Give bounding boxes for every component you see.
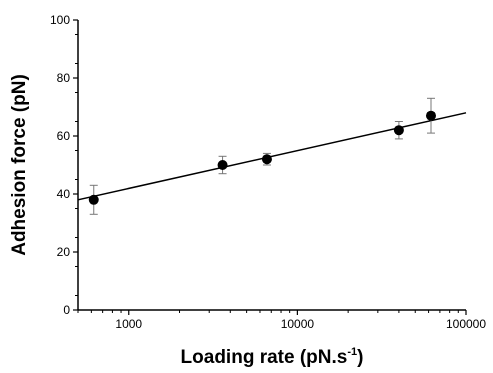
y-tick-label: 100 <box>50 13 70 27</box>
data-point <box>88 194 99 205</box>
y-tick-label: 40 <box>57 187 71 201</box>
data-point <box>217 160 228 170</box>
data-point <box>261 154 272 165</box>
y-tick-label: 60 <box>57 129 71 143</box>
x-tick-label: 10000 <box>281 317 315 331</box>
x-axis-title-sup: -1 <box>347 346 357 358</box>
x-axis-title-tail: ) <box>357 347 363 368</box>
data-point <box>393 125 404 136</box>
y-tick-label: 20 <box>57 245 71 259</box>
x-axis-title: Loading rate (pN.s-1) <box>181 346 364 368</box>
data-point <box>425 110 436 121</box>
y-ticks: 0 20 40 60 80 100 <box>50 13 78 317</box>
y-tick-label: 80 <box>57 71 71 85</box>
y-axis-title: Adhesion force (pN) <box>9 74 30 256</box>
x-tick-label: 100000 <box>446 317 486 331</box>
fit-line <box>77 112 467 201</box>
plot-area: 1000 10000 100000 0 20 40 60 80 100 <box>50 13 486 331</box>
x-ticks: 1000 10000 100000 <box>77 310 486 331</box>
x-tick-label: 1000 <box>115 317 142 331</box>
x-axis-title-main: Loading rate (pN.s <box>181 347 348 368</box>
data-points <box>88 97 436 215</box>
y-tick-label: 0 <box>63 303 70 317</box>
